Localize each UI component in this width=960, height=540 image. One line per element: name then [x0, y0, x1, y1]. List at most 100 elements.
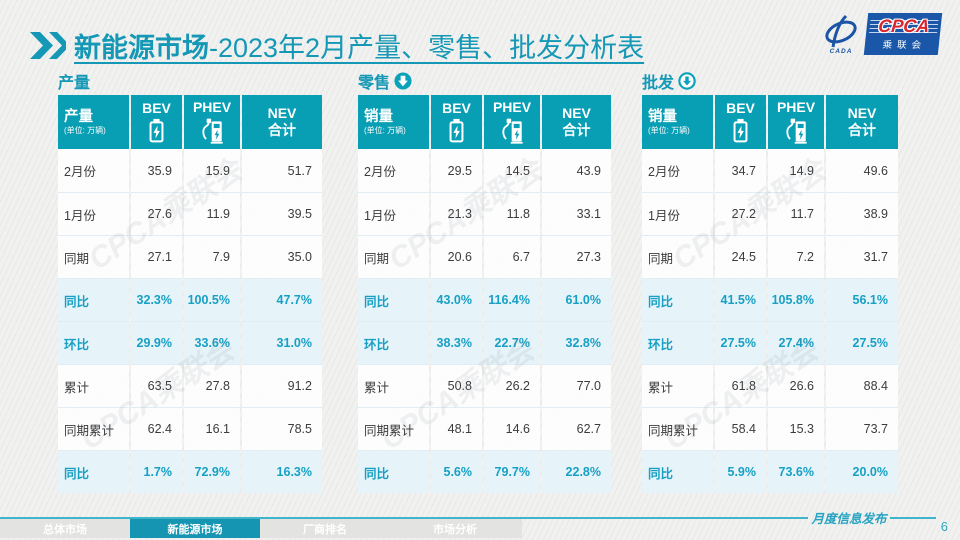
- table-production: 产量 产量 (单位: 万辆) BEV PHEV: [58, 70, 322, 493]
- cell-bev-value: 35.9: [131, 149, 182, 192]
- double-chevron-right-icon: [30, 32, 66, 59]
- page-number: 6: [940, 519, 948, 534]
- table-row: 同比 41.5% 105.8% 56.1%: [642, 278, 898, 321]
- cell-nev-value: 33.1: [542, 192, 611, 235]
- table-row: 同期累计 58.4 15.3 73.7: [642, 407, 898, 450]
- footer-tab[interactable]: 总体市场: [43, 523, 87, 536]
- charging-pump-icon: [201, 118, 223, 144]
- cell-bev-value: 20.6: [431, 235, 482, 278]
- logo-cpca-text: CPCA: [877, 16, 931, 36]
- cell-phev-value: 105.8%: [768, 278, 824, 321]
- cpca-logo-box: CPCA 乘联会: [863, 13, 943, 55]
- nev-total-label: 合计: [847, 122, 876, 138]
- phev-label: PHEV: [492, 99, 532, 116]
- cell-phev-value: 116.4%: [484, 278, 540, 321]
- cell-phev-value: 11.7: [768, 192, 824, 235]
- cell-nev-value: 31.0%: [242, 321, 322, 364]
- cell-phev-value: 27.8: [184, 364, 240, 407]
- footer-note: 月度信息发布: [811, 512, 887, 526]
- header-cell-nev: NEV 合计: [826, 95, 898, 149]
- slide-header: 新能源市场-2023年2月产量、零售、批发分析表: [30, 26, 644, 65]
- section-title: 批发: [642, 75, 675, 92]
- cell-phev-value: 16.1: [184, 407, 240, 450]
- cell-nev-value: 16.3%: [242, 450, 322, 493]
- cell-bev-value: 27.2: [715, 192, 766, 235]
- cell-phev-value: 26.2: [484, 364, 540, 407]
- bev-label: BEV: [442, 99, 471, 116]
- footer-tab[interactable]: 市场分析: [433, 523, 477, 536]
- footer-tab[interactable]: 厂商排名: [303, 523, 347, 536]
- section-header-production: 产量: [58, 70, 322, 92]
- cell-nev-value: 77.0: [542, 364, 611, 407]
- header-cell-bev: BEV: [431, 95, 482, 149]
- cell-nev-value: 20.0%: [826, 450, 898, 493]
- cell-bev-value: 1.7%: [131, 450, 182, 493]
- cell-bev-value: 29.9%: [131, 321, 182, 364]
- cell-phev-value: 11.8: [484, 192, 540, 235]
- row-label: 1月份: [358, 192, 429, 235]
- cell-bev-value: 5.6%: [431, 450, 482, 493]
- table-row: 同比 1.7% 72.9% 16.3%: [58, 450, 322, 493]
- cell-nev-value: 38.9: [826, 192, 898, 235]
- cell-phev-value: 100.5%: [184, 278, 240, 321]
- cell-bev-value: 32.3%: [131, 278, 182, 321]
- cell-nev-value: 61.0%: [542, 278, 611, 321]
- cell-phev-value: 11.9: [184, 192, 240, 235]
- row-label: 累计: [58, 364, 129, 407]
- table-wholesale: 批发 销量 (单位: 万辆) BEV: [642, 70, 898, 493]
- row-label: 2月份: [58, 149, 129, 192]
- table-row: 2月份 35.9 15.9 51.7: [58, 149, 322, 192]
- row-label: 同期: [642, 235, 713, 278]
- row-label: 同比: [642, 450, 713, 493]
- table-body: 2月份 29.5 14.5 43.9 1月份 21.3 11.8 33.1 同期…: [358, 149, 611, 493]
- cell-nev-value: 91.2: [242, 364, 322, 407]
- footer-divider-line: [0, 517, 808, 519]
- row-label: 同比: [58, 278, 129, 321]
- table-body: 2月份 35.9 15.9 51.7 1月份 27.6 11.9 39.5 同期…: [58, 149, 322, 493]
- cell-bev-value: 43.0%: [431, 278, 482, 321]
- down-arrow-circle-outline-icon: [678, 72, 696, 90]
- phev-label: PHEV: [192, 99, 232, 116]
- nev-label: NEV: [847, 104, 877, 121]
- cell-bev-value: 48.1: [431, 407, 482, 450]
- row-label: 1月份: [58, 192, 129, 235]
- row-label: 同期累计: [642, 407, 713, 450]
- tables-row: 产量 产量 (单位: 万辆) BEV PHEV: [58, 70, 898, 493]
- logo-cada-caption: CADA: [829, 47, 853, 55]
- table-header-row: 销量 (单位: 万辆) BEV PHEV: [642, 95, 898, 149]
- header-cell-metric: 销量 (单位: 万辆): [358, 95, 429, 149]
- row-label: 同比: [358, 450, 429, 493]
- header-cell-metric: 产量 (单位: 万辆): [58, 95, 129, 149]
- cell-phev-value: 73.6%: [768, 450, 824, 493]
- table-row: 同比 43.0% 116.4% 61.0%: [358, 278, 611, 321]
- down-arrow-circle-filled-icon: [394, 72, 412, 90]
- charging-pump-icon: [785, 118, 807, 144]
- table-header-row: 产量 (单位: 万辆) BEV PHEV: [58, 95, 322, 149]
- table-row: 2月份 34.7 14.9 49.6: [642, 149, 898, 192]
- row-label: 累计: [358, 364, 429, 407]
- cada-swirl-icon: CADA: [820, 14, 862, 55]
- cell-phev-value: 14.5: [484, 149, 540, 192]
- header-cell-phev: PHEV: [768, 95, 824, 149]
- cell-nev-value: 78.5: [242, 407, 322, 450]
- table-row: 同期累计 48.1 14.6 62.7: [358, 407, 611, 450]
- header-cell-metric: 销量 (单位: 万辆): [642, 95, 713, 149]
- cell-phev-value: 27.4%: [768, 321, 824, 364]
- footer-tab[interactable]: 新能源市场: [130, 519, 260, 538]
- table-retail: 零售 销量 (单位: 万辆) BEV: [358, 70, 611, 493]
- cell-bev-value: 27.1: [131, 235, 182, 278]
- cell-nev-value: 35.0: [242, 235, 322, 278]
- cell-phev-value: 72.9%: [184, 450, 240, 493]
- table-body: 2月份 34.7 14.9 49.6 1月份 27.2 11.7 38.9 同期…: [642, 149, 898, 493]
- cell-phev-value: 15.3: [768, 407, 824, 450]
- cell-nev-value: 56.1%: [826, 278, 898, 321]
- header-metric-label: 销量: [364, 108, 393, 125]
- cell-nev-value: 31.7: [826, 235, 898, 278]
- nev-label: NEV: [267, 104, 297, 121]
- table-row: 环比 29.9% 33.6% 31.0%: [58, 321, 322, 364]
- cell-nev-value: 51.7: [242, 149, 322, 192]
- header-cell-nev: NEV 合计: [542, 95, 611, 149]
- cell-nev-value: 22.8%: [542, 450, 611, 493]
- page-title-bold: 新能源市场: [74, 33, 209, 63]
- header-cell-nev: NEV 合计: [242, 95, 322, 149]
